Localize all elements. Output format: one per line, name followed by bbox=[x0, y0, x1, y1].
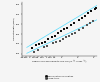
Point bbox=[87, 13, 89, 14]
Point bbox=[43, 47, 44, 48]
Point bbox=[79, 29, 80, 30]
Point bbox=[56, 42, 57, 43]
Point bbox=[32, 48, 33, 49]
Point bbox=[35, 45, 36, 46]
Point bbox=[73, 23, 75, 24]
Point bbox=[65, 37, 67, 38]
Point bbox=[38, 43, 40, 45]
Point bbox=[68, 35, 70, 36]
Point bbox=[75, 32, 76, 33]
Legend: steels in hot-rolled condition, Nb-free steels: steels in hot-rolled condition, Nb-free … bbox=[45, 75, 74, 79]
Point bbox=[70, 25, 72, 26]
Point bbox=[46, 45, 47, 47]
Point bbox=[78, 19, 79, 20]
Point bbox=[91, 10, 92, 11]
Point bbox=[95, 7, 97, 9]
Point bbox=[48, 39, 49, 40]
Point bbox=[82, 27, 83, 29]
Point bbox=[51, 37, 52, 38]
Point bbox=[89, 23, 91, 24]
Point bbox=[81, 17, 83, 18]
Point bbox=[64, 28, 65, 29]
Point bbox=[41, 42, 43, 44]
Point bbox=[33, 52, 35, 53]
Point bbox=[60, 30, 62, 31]
Point bbox=[54, 35, 56, 36]
Point bbox=[57, 32, 59, 34]
Y-axis label: Yield strength (MPa): Yield strength (MPa) bbox=[13, 18, 15, 40]
X-axis label: d grain size according to d in μm (d⁻½ in μm⁻½): d grain size according to d in μm (d⁻½ i… bbox=[32, 59, 87, 62]
Point bbox=[62, 38, 64, 40]
Point bbox=[72, 33, 73, 35]
Point bbox=[67, 27, 68, 28]
Point bbox=[86, 25, 87, 26]
Point bbox=[84, 16, 86, 17]
Point bbox=[94, 8, 95, 10]
Point bbox=[44, 41, 46, 43]
Point bbox=[92, 21, 94, 22]
Point bbox=[52, 43, 54, 44]
Point bbox=[37, 49, 39, 51]
Point bbox=[59, 40, 60, 42]
